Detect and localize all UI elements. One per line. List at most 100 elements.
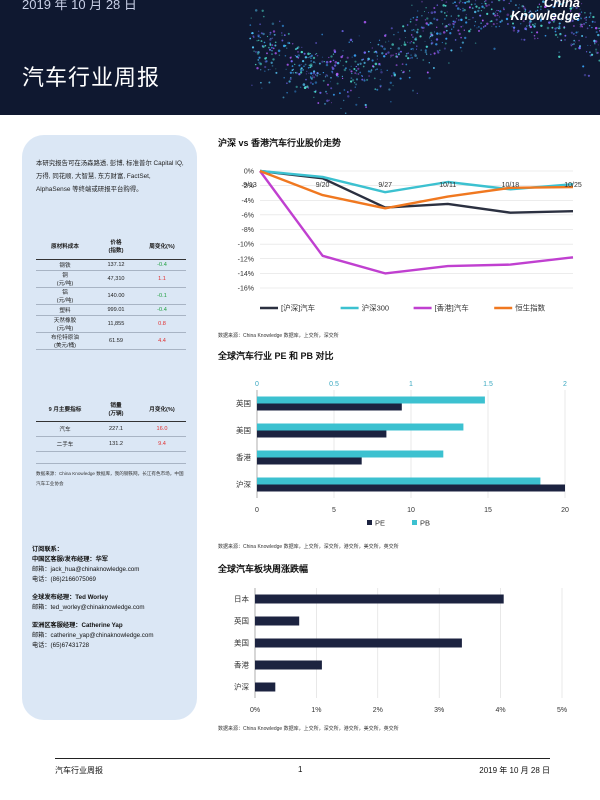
banner-dot [533, 34, 536, 37]
banner-dot [422, 59, 425, 61]
banner-dot [514, 4, 517, 7]
chart2-top-tick-label: 0.5 [329, 381, 339, 388]
banner-dot [361, 75, 363, 77]
banner-dot [502, 0, 506, 2]
banner-dot [437, 51, 440, 54]
banner-dot [384, 34, 387, 37]
banner-dot [260, 40, 263, 43]
banner-dot [478, 29, 480, 32]
banner-dot [399, 38, 401, 40]
banner-dot [580, 11, 583, 13]
banner-dot [367, 70, 371, 73]
banner-dot [575, 16, 578, 19]
banner-dot [528, 24, 531, 27]
banner-dot [251, 46, 255, 49]
banner-dot [416, 28, 419, 31]
banner-dot [294, 55, 296, 57]
banner-dot [537, 6, 539, 8]
banner-dot [581, 3, 583, 5]
banner-dot [424, 49, 427, 52]
banner-dot [453, 26, 455, 28]
banner-dot [353, 67, 356, 71]
banner-dot [473, 10, 477, 14]
banner-dot [405, 63, 408, 66]
materials-row: 塑料 999.01 -0.4 [36, 304, 186, 316]
chart1-x-tick-label: 9/27 [378, 182, 392, 189]
banner-dot [403, 43, 407, 46]
banner-dot [397, 53, 400, 56]
material-price: 61.59 [94, 332, 138, 350]
banner-dot [318, 62, 321, 65]
banner-dot [257, 58, 260, 61]
banner-dot [407, 41, 409, 43]
banner-dot [349, 80, 353, 83]
banner-dot [520, 38, 523, 41]
banner-dot [579, 25, 582, 28]
banner-dot [275, 71, 278, 74]
chart2-top-tick-label: 2 [563, 381, 567, 388]
banner-dot [336, 61, 340, 65]
banner-dot [517, 31, 519, 34]
banner-dot [558, 55, 561, 59]
banner-dot [534, 22, 537, 25]
chart1-y-tick-label: -2% [242, 183, 254, 190]
banner-dot [530, 15, 534, 18]
banner-dot [443, 47, 446, 50]
banner-dot [408, 76, 411, 79]
banner-dot [430, 39, 433, 42]
banner-dot [346, 91, 349, 93]
banner-dot [539, 5, 543, 8]
banner-dot [496, 9, 498, 11]
banner-dot [367, 57, 370, 61]
banner-dot [567, 18, 571, 21]
banner-dot [444, 42, 447, 45]
banner-dot [331, 70, 334, 73]
banner-dot [322, 79, 325, 82]
banner-dot [299, 86, 302, 89]
banner-dot [363, 20, 367, 24]
banner-dot [374, 50, 377, 53]
banner-dot [302, 69, 305, 71]
banner-dot [303, 65, 305, 68]
banner-dot [404, 41, 406, 43]
banner-dot [537, 37, 539, 40]
banner-dot [395, 64, 398, 67]
banner-dot [492, 23, 495, 26]
banner-dot [469, 28, 472, 31]
banner-dot [307, 67, 310, 69]
banner-dot [395, 53, 397, 55]
banner-dot [314, 81, 318, 84]
footer-title: 汽车行业周报 [55, 766, 103, 775]
banner-dot [468, 30, 471, 33]
banner-dot [531, 23, 534, 26]
banner-dot [312, 71, 316, 75]
banner-dot [288, 42, 291, 44]
banner-dot [575, 6, 578, 10]
banner-dot [528, 11, 530, 14]
banner-dot [304, 56, 308, 59]
banner-dot [289, 71, 293, 75]
banner-dot [353, 82, 356, 84]
banner-dot [554, 33, 558, 37]
banner-dot [355, 65, 357, 68]
banner-dot [313, 76, 316, 79]
banner-dot [303, 52, 306, 55]
banner-dot [590, 14, 592, 16]
banner-dot [453, 20, 457, 24]
banner-dot [351, 56, 353, 58]
banner-dot [554, 27, 557, 30]
banner-dot [307, 57, 309, 59]
banner-dot [367, 50, 370, 53]
banner-dot [572, 44, 574, 46]
banner-dot [310, 60, 313, 62]
chart1-x-tick-label: 10/11 [439, 182, 456, 189]
banner-dot [412, 16, 415, 19]
chart2-title: 全球汽车行业 PE 和 PB 对比 [218, 351, 334, 361]
banner-dot [562, 5, 564, 7]
banner-dot [570, 31, 573, 34]
banner-dot [485, 4, 488, 7]
banner-dot [369, 70, 372, 73]
banner-dot [414, 54, 417, 57]
banner-dot [463, 8, 466, 12]
